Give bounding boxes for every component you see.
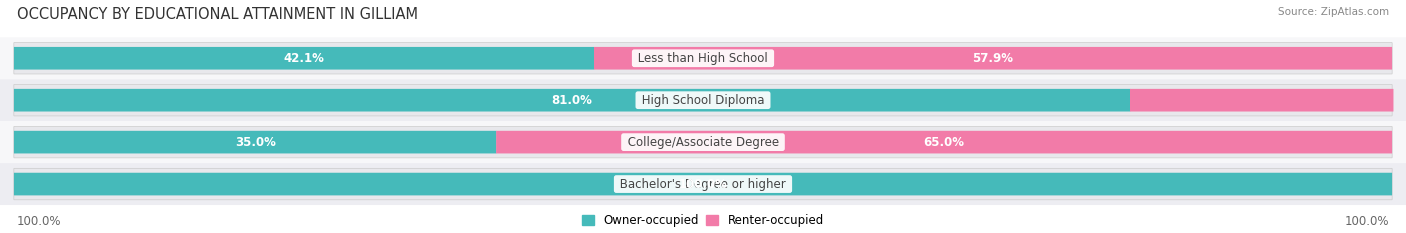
FancyBboxPatch shape <box>593 47 1392 70</box>
FancyBboxPatch shape <box>14 126 1392 158</box>
Text: 35.0%: 35.0% <box>235 136 276 149</box>
FancyBboxPatch shape <box>0 37 1406 79</box>
Legend: Owner-occupied, Renter-occupied: Owner-occupied, Renter-occupied <box>582 214 824 227</box>
Text: OCCUPANCY BY EDUCATIONAL ATTAINMENT IN GILLIAM: OCCUPANCY BY EDUCATIONAL ATTAINMENT IN G… <box>17 7 418 22</box>
Text: Source: ZipAtlas.com: Source: ZipAtlas.com <box>1278 7 1389 17</box>
FancyBboxPatch shape <box>0 121 1406 163</box>
FancyBboxPatch shape <box>14 47 595 70</box>
FancyBboxPatch shape <box>14 168 1392 200</box>
FancyBboxPatch shape <box>0 79 1406 121</box>
FancyBboxPatch shape <box>14 173 1392 195</box>
FancyBboxPatch shape <box>14 131 496 154</box>
FancyBboxPatch shape <box>0 163 1406 205</box>
Text: 81.0%: 81.0% <box>551 94 592 107</box>
FancyBboxPatch shape <box>14 43 1392 74</box>
Text: 100.0%: 100.0% <box>679 178 727 191</box>
Text: 100.0%: 100.0% <box>1344 215 1389 228</box>
Text: 65.0%: 65.0% <box>924 136 965 149</box>
Text: 57.9%: 57.9% <box>973 52 1014 65</box>
Text: Less than High School: Less than High School <box>634 52 772 65</box>
Text: 42.1%: 42.1% <box>284 52 325 65</box>
FancyBboxPatch shape <box>496 131 1392 154</box>
FancyBboxPatch shape <box>1130 89 1393 112</box>
Text: 100.0%: 100.0% <box>17 215 62 228</box>
Text: Bachelor's Degree or higher: Bachelor's Degree or higher <box>616 178 790 191</box>
Text: High School Diploma: High School Diploma <box>638 94 768 107</box>
Text: College/Associate Degree: College/Associate Degree <box>624 136 782 149</box>
FancyBboxPatch shape <box>14 89 1130 112</box>
FancyBboxPatch shape <box>14 85 1392 116</box>
